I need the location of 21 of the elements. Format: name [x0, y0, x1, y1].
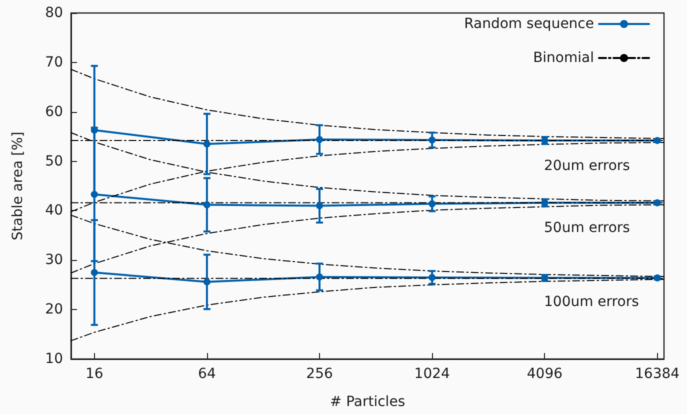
annotation: 20um errors [544, 158, 630, 174]
y-tick-label: 60 [45, 104, 63, 120]
y-tick-label: 70 [45, 54, 63, 70]
legend-label: Random sequence [464, 16, 594, 32]
x-tick-label: 256 [306, 366, 333, 382]
y-tick-label: 80 [45, 5, 63, 21]
annotation: 50um errors [544, 220, 630, 236]
y-axis-title: Stable area [%] [10, 132, 26, 240]
x-tick-label: 4096 [526, 366, 563, 382]
x-tick-label: 64 [198, 366, 216, 382]
legend-label: Binomial [533, 50, 594, 66]
y-tick-label: 20 [45, 302, 63, 318]
x-tick-label: 16 [85, 366, 104, 382]
x-axis-title: # Particles [330, 394, 406, 410]
annotation: 100um errors [544, 294, 639, 310]
x-tick-label: 16384 [634, 366, 680, 382]
y-tick-label: 40 [45, 202, 63, 219]
y-tick-label: 50 [45, 153, 63, 170]
y-tick-label: 10 [45, 351, 63, 367]
y-tick-label: 30 [45, 252, 63, 268]
x-tick-label: 1024 [414, 366, 450, 382]
